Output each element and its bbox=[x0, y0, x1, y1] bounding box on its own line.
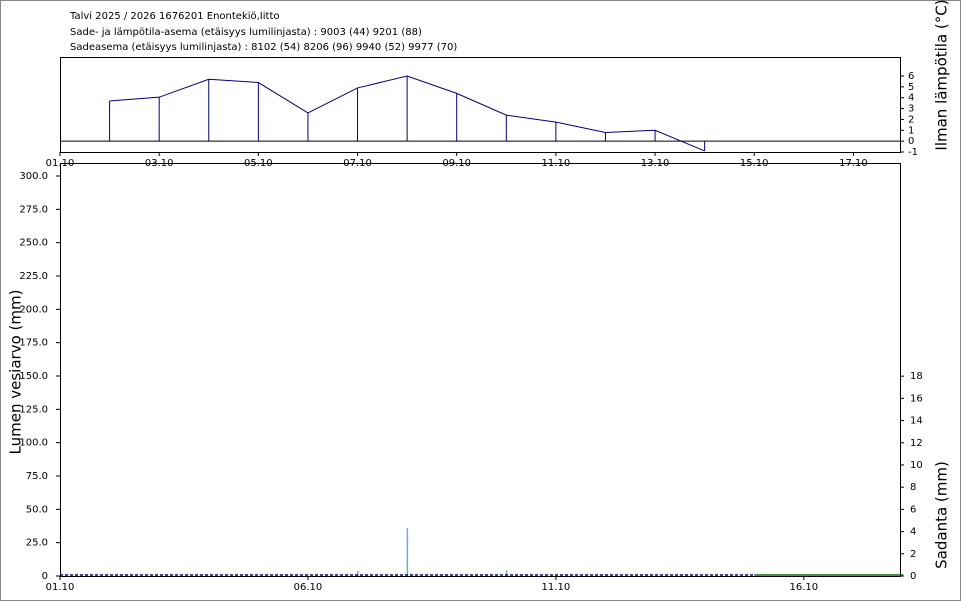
y2-tick-label: 2 bbox=[910, 549, 916, 560]
y2-tick-label: 16 bbox=[910, 393, 923, 404]
x-tick-label: 15.10 bbox=[740, 158, 769, 169]
y-tick-label: 200.0 bbox=[19, 304, 48, 315]
precipitation-bar bbox=[505, 570, 508, 576]
y2-tick-label: 12 bbox=[910, 438, 923, 449]
y-tick-label: 0 bbox=[908, 136, 914, 147]
y-tick-label: 75.0 bbox=[26, 471, 48, 482]
y-tick-label: 175.0 bbox=[19, 338, 48, 349]
y2-tick-label: 4 bbox=[910, 527, 916, 538]
y2-tick-label: 18 bbox=[910, 371, 923, 382]
y2-axis-label: Sadanta (mm) bbox=[933, 461, 951, 569]
y2-tick-label: 10 bbox=[910, 460, 923, 471]
y-tick-label: 225.0 bbox=[19, 271, 48, 282]
bottom-plot-frame bbox=[60, 163, 901, 577]
y-tick-label: 0 bbox=[42, 571, 48, 582]
y-tick-label: -1 bbox=[908, 147, 918, 158]
y-tick-label: 6 bbox=[908, 71, 914, 82]
x-tick-label: 11.10 bbox=[542, 158, 571, 169]
x-tick-label: 05.10 bbox=[244, 158, 273, 169]
x-tick-label: 09.10 bbox=[442, 158, 471, 169]
x-tick-label: 11.10 bbox=[542, 582, 571, 593]
x-tick-label: 03.10 bbox=[145, 158, 174, 169]
y-tick-label: 25.0 bbox=[26, 538, 48, 549]
header-line: Talvi 2025 / 2026 1676201 Enontekiö,Iitt… bbox=[69, 11, 280, 22]
y-tick-label: 5 bbox=[908, 82, 914, 93]
y-tick-label: 150.0 bbox=[19, 371, 48, 382]
y-tick-label: 300.0 bbox=[19, 171, 48, 182]
x-tick-label: 07.10 bbox=[343, 158, 372, 169]
y-tick-label: 50.0 bbox=[26, 504, 48, 515]
y-axis-label: Ilman lämpötila (°C) bbox=[933, 0, 951, 151]
top-plot-frame bbox=[60, 57, 901, 153]
precipitation-bar bbox=[357, 571, 359, 576]
x-tick-label: 06.10 bbox=[294, 582, 323, 593]
y-tick-label: 2 bbox=[908, 114, 914, 125]
x-tick-label: 13.10 bbox=[641, 158, 670, 169]
y-axis-label: Lumen vesiarvo (mm) bbox=[7, 290, 25, 455]
y2-tick-label: 6 bbox=[910, 504, 916, 515]
y-tick-label: 3 bbox=[908, 104, 914, 115]
y2-tick-label: 0 bbox=[910, 571, 916, 582]
x-tick-label: 16.10 bbox=[790, 582, 819, 593]
y-tick-label: 250.0 bbox=[19, 238, 48, 249]
precipitation-bar bbox=[406, 528, 409, 576]
x-tick-label: 17.10 bbox=[839, 158, 868, 169]
x-tick-label: 01.10 bbox=[46, 158, 75, 169]
y-tick-label: 100.0 bbox=[19, 438, 48, 449]
header-line: Sadeasema (etäisyys lumilinjasta) : 8102… bbox=[70, 42, 457, 53]
x-tick-label: 01.10 bbox=[46, 582, 75, 593]
y2-tick-label: 14 bbox=[910, 416, 923, 427]
y-tick-label: 4 bbox=[908, 93, 914, 104]
y-tick-label: 275.0 bbox=[19, 204, 48, 215]
y-tick-label: 1 bbox=[908, 125, 914, 136]
temperature-line bbox=[109, 75, 705, 152]
header-line: Sade- ja lämpötila-asema (etäisyys lumil… bbox=[70, 27, 422, 38]
y-tick-label: 125.0 bbox=[19, 404, 48, 415]
y2-tick-label: 8 bbox=[910, 482, 916, 493]
